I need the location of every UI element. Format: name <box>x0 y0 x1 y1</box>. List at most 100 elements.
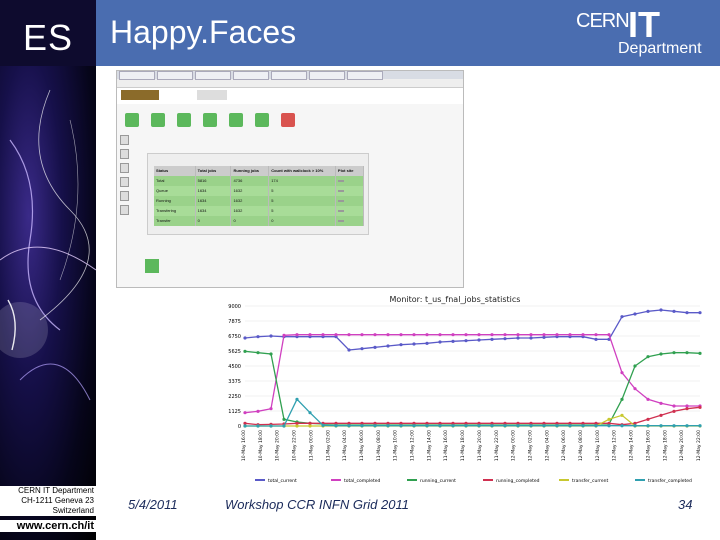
data-point <box>620 397 624 401</box>
legend-label: total_completed <box>344 478 381 484</box>
address-line: Switzerland <box>52 506 94 515</box>
footer-event: Workshop CCR INFN Grid 2011 <box>225 497 409 512</box>
browser-tab[interactable] <box>157 71 193 80</box>
plasma-background <box>0 0 96 540</box>
sad-face-icon[interactable] <box>281 113 295 127</box>
x-tick-label: 11-May 04:00 <box>342 430 348 461</box>
data-point <box>464 421 468 425</box>
footer-date: 5/4/2011 <box>128 497 178 512</box>
x-tick-label: 11-May 02:00 <box>325 430 331 461</box>
browser-tab[interactable] <box>195 71 231 80</box>
happy-face-icon[interactable] <box>151 113 165 127</box>
plot-button[interactable] <box>336 216 364 226</box>
chart-series <box>243 308 702 428</box>
browser-tab[interactable] <box>309 71 345 80</box>
data-point <box>646 355 650 359</box>
data-point <box>360 424 364 428</box>
jobs-table: Status Total jobs Running jobs Count wit… <box>154 166 364 226</box>
plot-button[interactable] <box>336 186 364 196</box>
happy-face-icon[interactable] <box>255 113 269 127</box>
col-header: Plot site <box>336 166 364 176</box>
data-point <box>620 371 624 375</box>
data-point <box>503 337 507 341</box>
data-point <box>698 405 702 409</box>
browser-screenshot: Status Total jobs Running jobs Count wit… <box>116 70 464 288</box>
data-point <box>672 404 676 408</box>
table-row: Total 5816 4736 174 <box>154 176 364 186</box>
browser-tab[interactable] <box>347 71 383 80</box>
plot-button[interactable] <box>336 206 364 216</box>
side-button[interactable] <box>120 149 129 159</box>
series-line-total_current <box>244 309 700 351</box>
table-row: Running 1634 1632 5 <box>154 196 364 206</box>
data-point <box>438 424 442 428</box>
browser-tab[interactable] <box>119 71 155 80</box>
cell-running: 1632 <box>231 206 270 216</box>
data-point <box>425 333 429 337</box>
plasma-graphic <box>0 89 96 401</box>
legend-label: total_current <box>268 478 297 484</box>
data-point <box>659 352 663 356</box>
data-point <box>256 409 260 413</box>
legend-label: transfer_current <box>572 478 608 484</box>
cell-name: Running <box>154 196 196 206</box>
data-point <box>698 351 702 355</box>
col-header: Total jobs <box>196 166 232 176</box>
app-brand[interactable] <box>121 90 159 100</box>
data-point <box>490 333 494 337</box>
cell-total: 1634 <box>196 206 232 216</box>
legend-swatch <box>255 479 265 481</box>
data-point <box>607 424 611 428</box>
browser-tab[interactable] <box>271 71 307 80</box>
happy-face-icon[interactable] <box>229 113 243 127</box>
data-point <box>347 424 351 428</box>
logo-cern: CERN <box>576 10 630 32</box>
happy-face-icon[interactable] <box>203 113 217 127</box>
happy-face-icon[interactable] <box>145 259 159 273</box>
cell-total: 5816 <box>196 176 232 186</box>
data-point <box>360 347 364 351</box>
cell-total: 1634 <box>196 186 232 196</box>
data-point <box>490 337 494 341</box>
side-button[interactable] <box>120 163 129 173</box>
data-point <box>477 421 481 425</box>
side-button[interactable] <box>120 191 129 201</box>
x-tick-label: 12-May 20:00 <box>679 430 685 461</box>
cell-running: 0 <box>231 216 270 226</box>
logo-it: IT <box>628 4 660 45</box>
data-point <box>529 424 533 428</box>
happy-face-icon[interactable] <box>125 113 139 127</box>
data-point <box>594 337 598 341</box>
table-header: Status Total jobs Running jobs Count wit… <box>154 166 364 176</box>
data-point <box>464 339 468 343</box>
chart-legend: total_current total_completed running_curr… <box>255 478 692 484</box>
x-tick-label: 10-May 16:00 <box>241 430 247 461</box>
website-link[interactable]: www.cern.ch/it <box>0 520 96 532</box>
plot-button[interactable] <box>336 176 364 186</box>
data-point <box>633 424 637 428</box>
data-point <box>412 424 416 428</box>
address-block: CERN IT Department CH-1211 Geneva 23 Swi… <box>0 486 96 516</box>
data-point <box>581 333 585 337</box>
side-button[interactable] <box>120 177 129 187</box>
data-point <box>620 424 624 428</box>
data-point <box>334 424 338 428</box>
table-row: Transfering 1634 1632 5 <box>154 206 364 216</box>
data-point <box>243 411 247 415</box>
data-point <box>516 421 520 425</box>
status-icons-row <box>117 109 297 135</box>
cell-total: 0 <box>196 216 232 226</box>
happy-face-icon[interactable] <box>177 113 191 127</box>
series-line-running_current <box>244 350 701 425</box>
side-button[interactable] <box>120 135 129 145</box>
browser-tab[interactable] <box>233 71 269 80</box>
side-button[interactable] <box>120 205 129 215</box>
data-point <box>542 333 546 337</box>
y-tick-label: 6750 <box>228 334 241 340</box>
url-bar[interactable] <box>117 79 463 88</box>
x-tick-label: 11-May 10:00 <box>393 430 399 461</box>
plot-button[interactable] <box>336 196 364 206</box>
x-tick-label: 12-May 12:00 <box>612 430 618 461</box>
data-point <box>607 421 611 425</box>
data-point <box>594 333 598 337</box>
